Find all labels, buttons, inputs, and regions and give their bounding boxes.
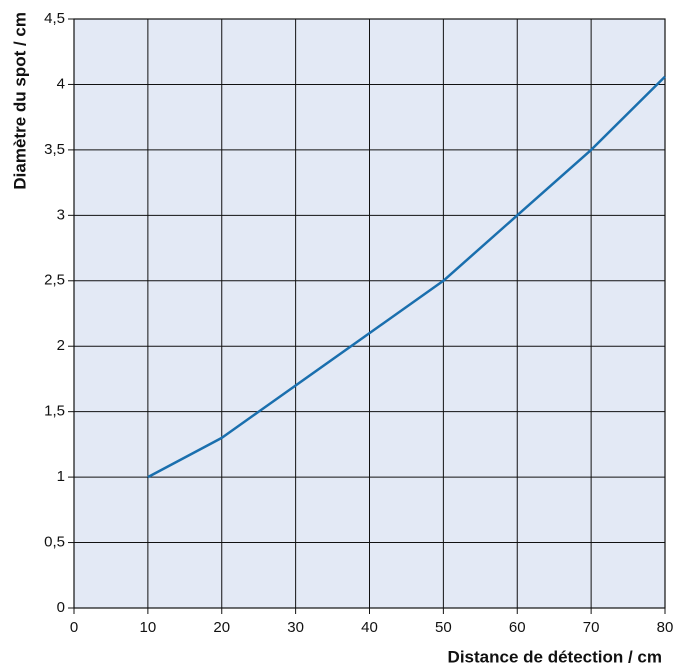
y-tick-label: 0,5 (44, 534, 65, 551)
x-tick-label: 50 (435, 619, 452, 636)
y-tick-label: 3 (57, 206, 65, 223)
y-tick-label: 2,5 (44, 272, 65, 289)
x-tick-label: 80 (657, 619, 674, 636)
y-tick-label: 1,5 (44, 403, 65, 420)
x-tick-label: 0 (70, 619, 78, 636)
y-tick-label: 4 (57, 75, 65, 92)
y-tick-label: 3,5 (44, 141, 65, 158)
y-tick-label: 4,5 (44, 10, 65, 27)
x-axis-title: Distance de détection / cm (448, 647, 662, 666)
x-tick-label: 10 (140, 619, 157, 636)
plot-frame (73, 18, 666, 609)
x-tick-label: 20 (213, 619, 230, 636)
x-tick-label: 40 (361, 619, 378, 636)
y-tick-label: 2 (57, 337, 65, 354)
data-line (147, 75, 666, 479)
y-tick-label: 1 (57, 468, 65, 485)
x-tick-label: 30 (287, 619, 304, 636)
x-tick-label: 60 (509, 619, 526, 636)
y-tick-label: 0 (57, 599, 65, 616)
x-tick-label: 70 (583, 619, 600, 636)
y-axis-title: Diamètre du spot / cm (10, 12, 29, 190)
